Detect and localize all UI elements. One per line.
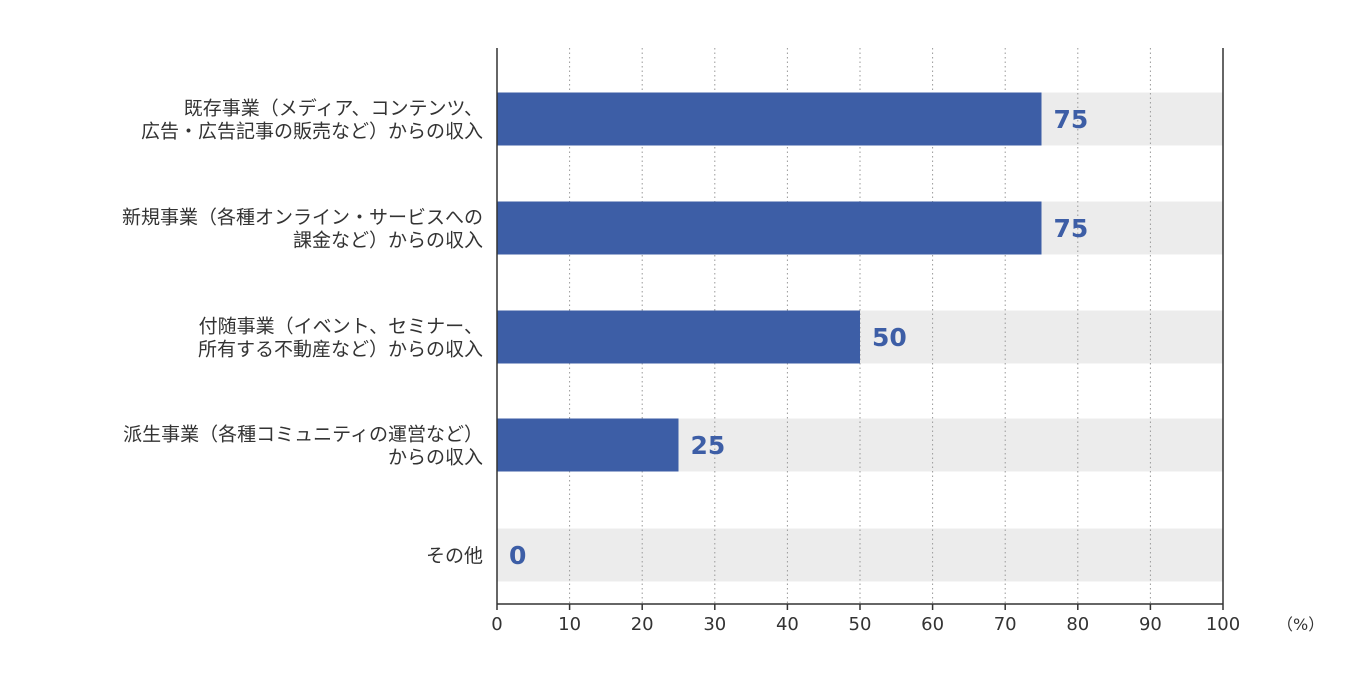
x-tick-label: 40 <box>776 614 799 635</box>
category-label: 派生事業（各種コミュニティの運営など） <box>123 424 483 446</box>
x-tick-label: 70 <box>994 614 1017 635</box>
x-tick-labels: 0 10 20 30 40 50 60 70 80 90 100 <box>491 614 1240 635</box>
bar-track <box>497 528 1223 582</box>
bars <box>497 92 1042 472</box>
bar <box>497 418 679 472</box>
category-label: その他 <box>426 545 483 567</box>
x-tick-label: 80 <box>1066 614 1089 635</box>
value-labels: 75 75 50 25 0 <box>509 105 1088 570</box>
x-tick-label: 50 <box>849 614 872 635</box>
x-tick-label: 30 <box>703 614 726 635</box>
x-tick-label: 0 <box>491 614 502 635</box>
value-label: 25 <box>691 431 726 460</box>
axis <box>496 48 1224 610</box>
x-tick-label: 10 <box>558 614 581 635</box>
value-label: 50 <box>872 323 907 352</box>
x-tick-label: 20 <box>631 614 654 635</box>
category-label: 既存事業（メディア、コンテンツ、 <box>184 98 483 120</box>
bar <box>497 92 1042 146</box>
category-label: 付随事業（イベント、セミナー、 <box>199 316 483 338</box>
category-label: 課金など）からの収入 <box>293 230 483 252</box>
bar <box>497 310 860 364</box>
x-tick-label: 60 <box>921 614 944 635</box>
category-label: 新規事業（各種オンライン・サービスへの <box>122 207 483 229</box>
x-tick-label: 100 <box>1206 614 1240 635</box>
category-labels: 既存事業（メディア、コンテンツ、広告・広告記事の販売など）からの収入新規事業（各… <box>122 98 483 568</box>
category-label: 所有する不動産など）からの収入 <box>198 339 483 361</box>
unit-label: （%） <box>1277 615 1324 634</box>
bar <box>497 201 1042 255</box>
category-label: 広告・広告記事の販売など）からの収入 <box>141 121 483 143</box>
value-label: 0 <box>509 541 526 570</box>
x-tick-label: 90 <box>1139 614 1162 635</box>
value-label: 75 <box>1054 214 1089 243</box>
category-label: からの収入 <box>388 447 483 469</box>
value-label: 75 <box>1054 105 1089 134</box>
